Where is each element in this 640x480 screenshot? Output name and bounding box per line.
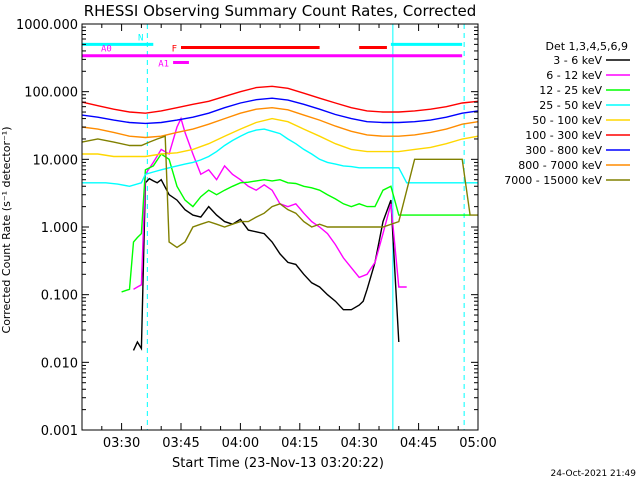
axis-layer: 0.001 0.010 0.100 1.000 10.000 100.000 1000.00… xyxy=(16,18,497,451)
legend-label-7: 800 - 7000 keV xyxy=(518,159,602,172)
annotation-label-a0: A0 xyxy=(101,45,112,55)
legend-layer: 3 - 6 keV 6 - 12 keV 12 - 25 keV 25 - 50 ke… xyxy=(504,54,630,187)
x-tick-label: 04:00 xyxy=(222,436,259,451)
series-line-4 xyxy=(82,117,479,158)
legend-title: Det 1,3,4,5,6,9 xyxy=(545,40,628,53)
y-axis-label: Corrected Count Rate (s⁻¹ detector⁻¹) xyxy=(0,127,13,334)
series-line-1 xyxy=(133,116,407,290)
series-line-6 xyxy=(81,97,479,125)
y-tick-label: 1000.000 xyxy=(16,18,78,33)
series-layer xyxy=(81,85,479,351)
footer-date: 24-Oct-2021 21:49 xyxy=(551,469,637,479)
annotation-label-n: N xyxy=(138,33,143,43)
x-tick-label: 04:15 xyxy=(281,436,318,451)
x-axis-label: Start Time (23-Nov-13 03:20:22) xyxy=(172,456,384,471)
legend-label-3: 25 - 50 keV xyxy=(539,99,602,112)
x-tick-label: 04:45 xyxy=(400,436,437,451)
y-tick-label: 1.000 xyxy=(41,221,78,236)
y-tick-label: 0.010 xyxy=(41,356,78,371)
series-line-5 xyxy=(81,85,479,114)
x-tick-label: 04:30 xyxy=(340,436,377,451)
chart-title: RHESSI Observing Summary Count Rates, Co… xyxy=(84,2,477,20)
y-tick-label: 0.100 xyxy=(41,289,78,304)
x-tick-label: 03:30 xyxy=(103,436,140,451)
series-line-3 xyxy=(82,128,478,188)
series-line-7 xyxy=(81,106,479,139)
y-tick-label: 100.000 xyxy=(24,86,78,101)
legend-label-6: 300 - 800 keV xyxy=(525,144,602,157)
y-tick-label: 10.000 xyxy=(33,153,79,168)
legend-label-8: 7000 - 15000 keV xyxy=(504,174,602,187)
y-tick-label: 0.001 xyxy=(41,424,78,439)
x-tick-label: 03:45 xyxy=(162,436,199,451)
legend-label-4: 50 - 100 keV xyxy=(532,114,602,127)
legend-label-1: 6 - 12 keV xyxy=(546,69,602,82)
annotation-label-a1: A1 xyxy=(158,59,169,69)
series-line-8 xyxy=(81,135,478,249)
legend-label-0: 3 - 6 keV xyxy=(553,54,602,67)
annotation-label-f: F xyxy=(172,44,177,54)
series-line-0 xyxy=(132,177,400,351)
legend-label-5: 100 - 300 keV xyxy=(525,129,602,142)
x-tick-label: 05:00 xyxy=(459,436,496,451)
legend-label-2: 12 - 25 keV xyxy=(539,84,602,97)
